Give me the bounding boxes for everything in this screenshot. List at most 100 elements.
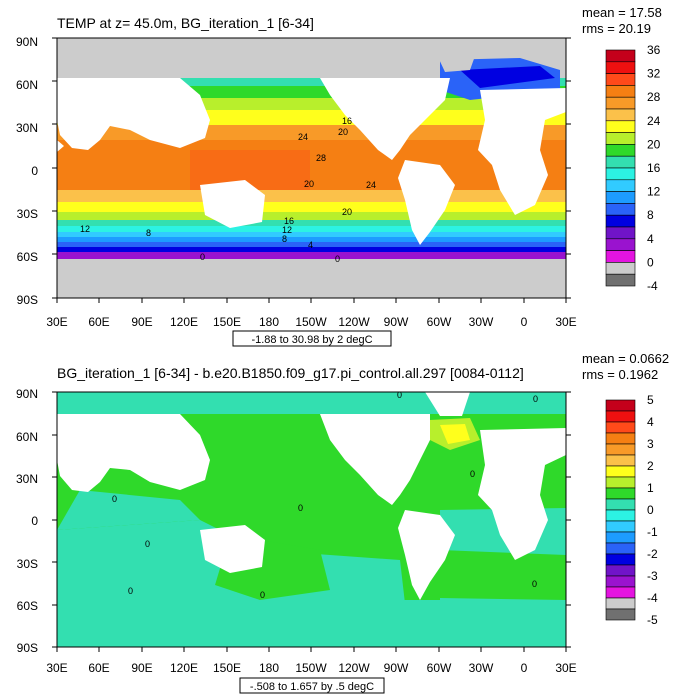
colorbar-swatch: [605, 203, 636, 216]
lon-label: 30E: [46, 661, 67, 675]
colorbar-swatch: [605, 132, 636, 145]
colorbar-swatch: [605, 476, 636, 489]
lon-label: 30E: [46, 315, 67, 329]
colorbar-label: -4: [647, 591, 658, 605]
lon-label: 30W: [469, 315, 494, 329]
colorbar-label: 0: [647, 255, 654, 269]
lon-label: 120E: [170, 661, 198, 675]
lon-label: 60W: [427, 661, 452, 675]
colorbar-label: 2: [647, 459, 654, 473]
colorbar-swatch: [605, 410, 636, 423]
contour-label: 0: [128, 586, 133, 596]
colorbar-label: 5: [647, 393, 654, 407]
panel-1-rms: rms = 20.19: [582, 21, 651, 36]
lon-label: 120E: [170, 315, 198, 329]
contour-label: 0: [200, 252, 205, 262]
panel-1: TEMP at z= 45.0m, BG_iteration_1 [6-34] …: [16, 5, 662, 347]
contour-label: 0: [260, 590, 265, 600]
contour-label: 0: [335, 254, 340, 264]
lat-label: 60N: [16, 78, 38, 92]
colorbar-label: 20: [647, 137, 661, 151]
colorbar-swatch: [605, 96, 636, 110]
lon-label: 0: [521, 315, 528, 329]
colorbar-swatch: [605, 443, 636, 456]
landmass-africa: [478, 428, 566, 560]
lat-label: 30N: [16, 472, 38, 486]
lat-label: 30N: [16, 121, 38, 135]
landmass-asia: [57, 78, 210, 150]
colorbar-swatch: [605, 454, 636, 467]
panel-1-colorbar: 36 32 28 24 20 16 12 8 4 0 -4: [605, 43, 661, 293]
colorbar-label: -3: [647, 569, 658, 583]
lon-label: 90W: [384, 315, 409, 329]
panel-1-ticks: [52, 37, 571, 303]
contour-label: 24: [298, 132, 308, 142]
colorbar-swatch: [605, 608, 636, 621]
panel-1-range-label: -1.88 to 30.98 by 2 degC: [251, 334, 372, 346]
colorbar-swatch: [605, 399, 636, 412]
colorbar-swatch: [605, 564, 636, 577]
panel-2-contour-labels: 0 0 0 0 0 0 0 0 0: [112, 390, 538, 600]
colorbar-swatch: [605, 465, 636, 478]
lon-label: 90E: [131, 315, 152, 329]
lat-label: 30S: [17, 207, 38, 221]
colorbar-swatch: [605, 167, 636, 181]
contour-label: 20: [338, 127, 348, 137]
contour-label: 16: [284, 216, 294, 226]
landmass-australia: [200, 525, 265, 573]
panel-2: BG_iteration_1 [6-34] - b.e20.B1850.f09_…: [16, 351, 669, 694]
contour-label: 28: [316, 153, 326, 163]
landmass-north-america: [320, 78, 450, 160]
lon-label: 180: [259, 315, 279, 329]
lon-label: 120W: [338, 315, 370, 329]
colorbar-label: 24: [647, 114, 661, 128]
lat-label: 30S: [17, 557, 38, 571]
colorbar-label: 12: [647, 185, 661, 199]
panel-1-range-box: [232, 330, 392, 347]
colorbar-swatch: [605, 214, 636, 228]
panel-2-ticks: [52, 391, 571, 652]
colorbar-swatch: [605, 553, 636, 566]
colorbar-swatch: [605, 487, 636, 500]
contour-label: 12: [80, 224, 90, 234]
landmass-australia: [200, 180, 265, 228]
panel-1-title: TEMP at z= 45.0m, BG_iteration_1 [6-34]: [57, 15, 314, 31]
panel-2-mean: mean = 0.0662: [582, 351, 669, 366]
colorbar-swatch: [605, 191, 636, 204]
colorbar-swatch: [605, 238, 636, 251]
landmass-south-america: [398, 510, 455, 600]
landmass-north-america: [320, 414, 430, 505]
colorbar-swatch: [605, 520, 636, 533]
colorbar-label: 0: [647, 503, 654, 517]
lon-label: 60E: [88, 661, 109, 675]
landmass-africa: [478, 88, 566, 215]
contour-label: 16: [342, 116, 352, 126]
panel-2-range-label: -.508 to 1.657 by .5 degC: [250, 681, 374, 693]
colorbar-label: 32: [647, 67, 661, 81]
colorbar-swatch: [605, 586, 636, 599]
colorbar-label: 4: [647, 415, 654, 429]
colorbar-swatch: [605, 85, 636, 98]
panel-1-ocean-field: [57, 38, 566, 298]
landmass-south-america: [398, 160, 455, 245]
lon-label: 30E: [555, 315, 576, 329]
panel-1-lat-axis: 90N 60N 30N 0 30S 60S 90S: [16, 35, 38, 307]
contour-label: 0: [112, 494, 117, 504]
panel-2-ocean-field: [57, 392, 566, 647]
lon-label: 90E: [131, 661, 152, 675]
contour-label: 0: [145, 539, 150, 549]
lon-label: 150E: [213, 315, 241, 329]
lat-label: 60S: [17, 250, 38, 264]
contour-label: 20: [342, 207, 352, 217]
colorbar-swatch: [605, 531, 636, 544]
contour-label: 4: [308, 240, 313, 250]
colorbar-label: -4: [647, 279, 658, 293]
lon-label: 180: [259, 661, 279, 675]
panel-2-rms: rms = 0.1962: [582, 367, 658, 382]
lon-label: 120W: [338, 661, 370, 675]
contour-label: 12: [282, 225, 292, 235]
landmass-asia: [57, 414, 210, 492]
lat-label: 90N: [16, 35, 38, 49]
lon-label: 150W: [295, 661, 327, 675]
colorbar-label: -1: [647, 525, 658, 539]
